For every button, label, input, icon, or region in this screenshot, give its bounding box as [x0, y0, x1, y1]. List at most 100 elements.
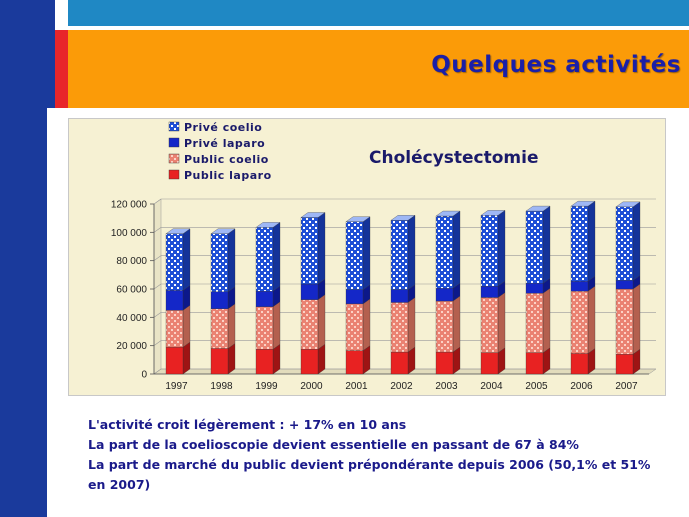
bar-front — [345, 221, 364, 290]
bar-segment — [525, 205, 551, 284]
bar-segment — [435, 346, 461, 375]
x-tick-label: 2006 — [570, 381, 593, 392]
bar-side — [272, 343, 281, 375]
bar-front — [255, 306, 274, 350]
bar-side — [272, 222, 281, 292]
x-tick-label: 1998 — [210, 381, 233, 392]
bar-top — [165, 228, 191, 234]
bar-front — [480, 297, 499, 353]
bar-front — [615, 206, 634, 281]
decor-navy-block — [0, 0, 55, 30]
bar-front — [435, 351, 454, 375]
bar-front — [165, 290, 184, 311]
bar-front — [165, 310, 184, 348]
bar-top — [390, 215, 416, 221]
bar-front — [300, 299, 319, 350]
x-tick-label: 2000 — [300, 381, 323, 392]
bar-segment — [435, 295, 461, 353]
x-tick-label: 2001 — [345, 381, 368, 392]
bar-side — [272, 301, 281, 350]
bar-front — [480, 215, 499, 287]
bars-layer — [165, 200, 641, 375]
bar-side — [497, 210, 506, 287]
notes-block: L'activité croit légèrement : + 17% en 1… — [88, 415, 668, 495]
y-tick-label: 80 000 — [116, 256, 147, 267]
bar-top — [570, 200, 596, 207]
gridline-depth — [153, 227, 162, 233]
x-tick-label: 2003 — [435, 381, 458, 392]
legend-label: Public laparo — [184, 169, 272, 182]
bar-front — [345, 289, 364, 305]
decor-red-stripe — [55, 30, 68, 108]
bar-side — [227, 303, 236, 349]
bar-top — [615, 201, 641, 207]
bar-side — [362, 216, 371, 290]
bar-side — [227, 228, 236, 293]
legend-swatch — [168, 169, 180, 180]
bar-front — [570, 281, 589, 292]
chart-title: Cholécystectomie — [369, 148, 539, 168]
bar-top — [525, 205, 551, 212]
x-tick-label: 2002 — [390, 381, 413, 392]
bar-front — [165, 233, 184, 291]
bar-front — [390, 220, 409, 290]
bar-front — [345, 350, 364, 375]
bar-side — [317, 212, 326, 285]
axis-layer: 0 20 000 40 000 60 000 80 000 100 000 120 000 1… — [111, 200, 649, 392]
bar-top — [300, 212, 326, 218]
decor-navy-block-mid — [0, 30, 55, 108]
bar-front — [300, 349, 319, 375]
y-tick-label: 100 000 — [111, 228, 148, 239]
bar-side — [362, 298, 371, 351]
bar-segment — [615, 348, 641, 375]
legend: Privé coelio Privé laparo Public coelio Pub… — [168, 121, 272, 182]
bar-segment — [345, 216, 371, 290]
gridline-depth — [153, 255, 162, 261]
bar-segment — [210, 228, 236, 293]
bar-segment — [300, 278, 326, 300]
bar-front — [165, 346, 184, 375]
bar-side — [542, 287, 551, 354]
note-line: La part de la coelioscopie devient essen… — [88, 437, 579, 452]
note-line: L'activité croit légèrement : + 17% en 1… — [88, 417, 407, 432]
x-tick-label: 1999 — [255, 381, 278, 392]
bar-side — [182, 304, 191, 348]
y-tick-label: 60 000 — [116, 285, 147, 296]
bar-segment — [615, 201, 641, 281]
bar-segment — [300, 212, 326, 285]
bar-front — [435, 288, 454, 302]
bar-top — [480, 210, 506, 216]
bar-front — [525, 210, 544, 284]
bar-front — [210, 348, 229, 375]
bar-front — [615, 354, 634, 375]
bar-segment — [525, 347, 551, 375]
chart-panel: 0 20 000 40 000 60 000 80 000 100 000 120 000 1… — [68, 118, 666, 396]
bar-segment — [480, 292, 506, 354]
bar-front — [210, 308, 229, 349]
bar-front — [525, 283, 544, 294]
bar-segment — [435, 283, 461, 302]
bar-segment — [390, 297, 416, 353]
bar-side — [317, 343, 326, 375]
bar-front — [435, 215, 454, 289]
legend-swatch — [168, 121, 180, 132]
bar-segment — [300, 294, 326, 350]
legend-label: Privé coelio — [184, 121, 262, 134]
note-line: La part de marché du public devient prép… — [88, 457, 651, 492]
bar-top — [255, 222, 281, 228]
legend-label: Privé laparo — [184, 137, 265, 150]
bar-side — [632, 201, 641, 281]
bar-side — [542, 205, 551, 284]
y-tick-label: 20 000 — [116, 341, 147, 352]
bar-front — [300, 217, 319, 285]
bar-side — [632, 283, 641, 355]
bar-segment — [210, 343, 236, 375]
bar-front — [255, 227, 274, 292]
gridline-depth — [153, 283, 162, 290]
bar-segment — [570, 348, 596, 375]
x-tick-label: 2007 — [615, 381, 638, 392]
decor-navy-strip — [0, 108, 47, 517]
bar-segment — [570, 200, 596, 282]
bar-front — [525, 352, 544, 375]
chart-svg: 0 20 000 40 000 60 000 80 000 100 000 120 000 1… — [111, 121, 657, 392]
